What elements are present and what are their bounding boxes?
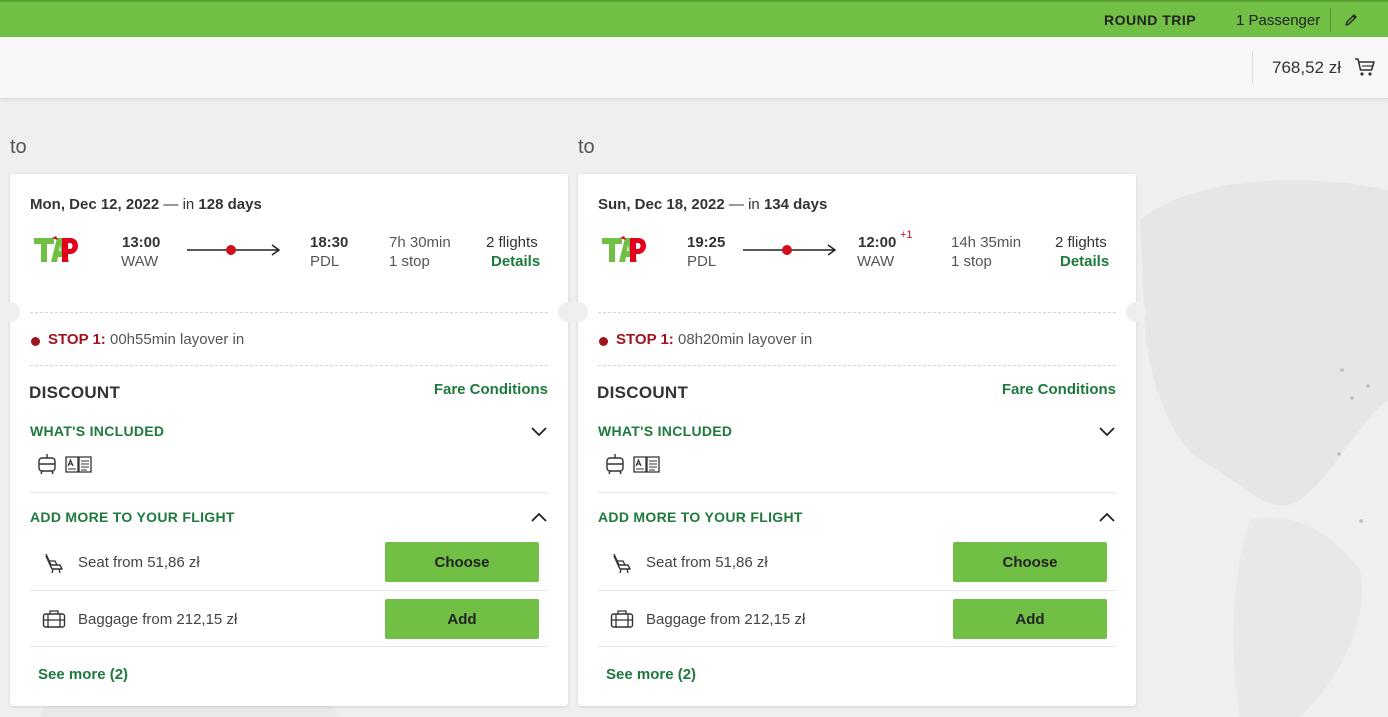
- baggage-icon: [610, 610, 634, 628]
- date-separator: — in: [159, 196, 199, 213]
- choose-seat-button[interactable]: Choose: [953, 542, 1107, 582]
- date-separator: — in: [724, 196, 764, 213]
- divider: [1252, 51, 1253, 83]
- flights-count: 2 flights: [1055, 234, 1107, 251]
- stop-info: STOP 1: 00h55min layover in: [48, 331, 244, 348]
- divider: [598, 492, 1116, 493]
- departure-code: PDL: [687, 253, 717, 270]
- flight-card-return: Sun, Dec 18, 2022 — in 134 days 19:25 PD…: [568, 174, 1146, 706]
- arrival-time: 18:30: [310, 234, 349, 251]
- tap-logo-icon: [34, 236, 78, 262]
- ticket-notch: [1126, 302, 1146, 322]
- departure-code: WAW: [121, 253, 159, 270]
- divider: [598, 365, 1116, 366]
- trip-type-label: ROUND TRIP: [1104, 12, 1197, 28]
- see-more-link[interactable]: See more (2): [606, 666, 697, 683]
- boarding-pass-icon: [633, 456, 660, 473]
- divider: [30, 312, 548, 313]
- pencil-icon[interactable]: [1343, 12, 1359, 28]
- fare-name: DISCOUNT: [29, 383, 121, 402]
- departure-time: 19:25: [687, 234, 726, 251]
- flight-card-outbound: Mon, Dec 12, 2022 — in 128 days 13:00 WA…: [0, 174, 578, 706]
- flight-duration: 7h 30min: [389, 234, 451, 251]
- chevron-down-icon[interactable]: [530, 425, 548, 437]
- baggage-offer-text: Baggage from 212,15 zł: [646, 611, 806, 628]
- see-more-link[interactable]: See more (2): [38, 666, 129, 683]
- divider: [30, 590, 548, 591]
- flight-date: Mon, Dec 12, 2022 — in 128 days: [30, 196, 262, 213]
- carry-on-bag-icon: [38, 454, 56, 475]
- details-link[interactable]: Details: [1060, 253, 1110, 270]
- carry-on-bag-icon: [606, 454, 624, 475]
- arrival-code: PDL: [310, 253, 340, 270]
- details-link[interactable]: Details: [491, 253, 541, 270]
- destination-label: to: [10, 136, 27, 158]
- add-more-toggle[interactable]: ADD MORE TO YOUR FLIGHT: [30, 509, 235, 525]
- route-arrow-icon: [187, 244, 281, 256]
- date-text: Mon, Dec 12, 2022: [30, 196, 160, 213]
- stop-label: STOP 1:: [616, 331, 674, 348]
- seat-offer-text: Seat from 51,86 zł: [646, 554, 768, 571]
- boarding-pass-icon: [65, 456, 92, 473]
- seat-icon: [45, 553, 63, 574]
- baggage-icon: [42, 610, 66, 628]
- divider: [598, 646, 1116, 647]
- stops-count: 1 stop: [389, 253, 430, 270]
- divider: [30, 492, 548, 493]
- destination-label: to: [578, 136, 595, 158]
- divider: [598, 590, 1116, 591]
- chevron-up-icon[interactable]: [530, 511, 548, 523]
- passengers-selector[interactable]: 1 Passenger: [1236, 12, 1321, 29]
- add-baggage-button[interactable]: Add: [953, 599, 1107, 639]
- seat-offer-text: Seat from 51,86 zł: [78, 554, 200, 571]
- days-until: 128 days: [198, 196, 262, 213]
- chevron-down-icon[interactable]: [1098, 425, 1116, 437]
- next-day-indicator: +1: [900, 229, 913, 241]
- fare-conditions-link[interactable]: Fare Conditions: [433, 381, 548, 398]
- add-baggage-button[interactable]: Add: [385, 599, 539, 639]
- cart-icon[interactable]: [1354, 57, 1376, 77]
- route-arrow-icon: [743, 244, 837, 256]
- stop-dot-icon: [31, 337, 40, 346]
- stops-count: 1 stop: [951, 253, 992, 270]
- arrival-time: 12:00: [858, 234, 897, 251]
- baggage-offer-text: Baggage from 212,15 zł: [78, 611, 238, 628]
- choose-seat-button[interactable]: Choose: [385, 542, 539, 582]
- layover-text: 00h55min layover in: [105, 331, 245, 348]
- flight-duration: 14h 35min: [951, 234, 1022, 251]
- date-text: Sun, Dec 18, 2022: [598, 196, 725, 213]
- fare-name: DISCOUNT: [597, 383, 689, 402]
- ticket-notch: [0, 302, 20, 322]
- whats-included-toggle[interactable]: WHAT'S INCLUDED: [30, 423, 165, 439]
- seat-icon: [613, 553, 631, 574]
- divider: [30, 646, 548, 647]
- divider: [30, 365, 548, 366]
- add-more-toggle[interactable]: ADD MORE TO YOUR FLIGHT: [598, 509, 803, 525]
- divider: [1330, 8, 1331, 32]
- layover-text: 08h20min layover in: [673, 331, 813, 348]
- ticket-notch: [568, 302, 588, 322]
- stop-label: STOP 1:: [48, 331, 106, 348]
- flight-date: Sun, Dec 18, 2022 — in 134 days: [598, 196, 827, 213]
- tap-logo-icon: [602, 236, 646, 262]
- arrival-code: WAW: [857, 253, 895, 270]
- whats-included-toggle[interactable]: WHAT'S INCLUDED: [598, 423, 733, 439]
- flights-count: 2 flights: [486, 234, 538, 251]
- cart-total[interactable]: 768,52 zł: [1272, 58, 1341, 77]
- divider: [598, 312, 1116, 313]
- chevron-up-icon[interactable]: [1098, 511, 1116, 523]
- departure-time: 13:00: [122, 234, 161, 251]
- top-bar: ROUND TRIP 1 Passenger: [0, 0, 1388, 37]
- fare-conditions-link[interactable]: Fare Conditions: [1001, 381, 1116, 398]
- days-until: 134 days: [763, 196, 828, 213]
- cart-bar: 768,52 zł: [0, 37, 1388, 99]
- stop-dot-icon: [599, 337, 608, 346]
- stop-info: STOP 1: 08h20min layover in: [616, 331, 812, 348]
